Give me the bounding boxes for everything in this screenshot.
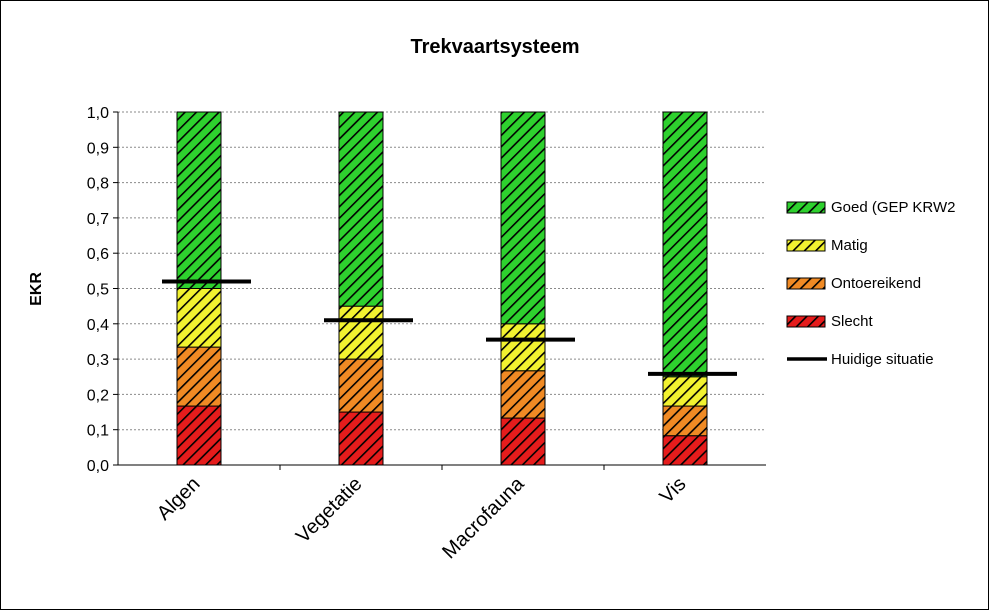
legend-item-ontoereikend: Ontoereikend — [786, 275, 921, 292]
bar-ontoereikend-vis — [662, 405, 708, 437]
bar-matig-vis — [662, 376, 708, 407]
bar-slecht-macrofauna — [500, 417, 546, 466]
y-tick-label: 0,8 — [87, 176, 109, 193]
y-tick-label: 0,6 — [87, 246, 109, 263]
bar-matig-algen — [176, 288, 222, 348]
legend-label: Goed (GEP KRW2 — [831, 199, 956, 216]
y-tick-label: 0,9 — [87, 140, 109, 157]
y-tick-label: 0,2 — [87, 387, 109, 404]
current-situation-markers — [162, 279, 737, 376]
y-tick-label: 0,7 — [87, 211, 109, 228]
legend-item-matig: Matig — [786, 237, 868, 254]
legend-item-slecht: Slecht — [786, 313, 874, 330]
legend-item-goed-gep-krw2: Goed (GEP KRW2 — [786, 199, 956, 216]
y-tick-label: 1,0 — [87, 105, 109, 122]
bar-goed-gep-krw2-algen — [176, 111, 222, 289]
legend-item-huidige-situatie: Huidige situatie — [787, 351, 934, 368]
x-category-label: Macrofauna — [438, 472, 529, 563]
legend-swatch — [786, 315, 826, 328]
legend-swatch — [786, 277, 826, 290]
axes — [113, 111, 766, 470]
x-category-label: Vegetatie — [292, 473, 367, 548]
legend: Goed (GEP KRW2 Matig Ontoereikend Slecht Hui… — [786, 199, 956, 368]
bar-goed-gep-krw2-vis — [662, 111, 708, 378]
legend-swatch — [786, 239, 826, 252]
bar-goed-gep-krw2-macrofauna — [500, 111, 546, 325]
x-axis-categories: Algen Vegetatie Macrofauna Vis — [153, 472, 691, 563]
bar-matig-macrofauna — [500, 323, 546, 372]
chart-title: Trekvaartsysteem — [410, 36, 579, 58]
legend-label: Huidige situatie — [831, 351, 934, 368]
y-tick-label: 0,1 — [87, 423, 109, 440]
bar-matig-vegetatie — [338, 305, 384, 360]
legend-label: Ontoereikend — [831, 275, 921, 292]
bar-slecht-vis — [662, 435, 708, 466]
y-tick-label: 0,5 — [87, 282, 109, 299]
bar-ontoereikend-macrofauna — [500, 370, 546, 419]
y-tick-label: 0,4 — [87, 317, 109, 334]
bar-slecht-vegetatie — [338, 411, 384, 466]
y-tick-label: 0,0 — [87, 458, 109, 475]
legend-swatch — [786, 201, 826, 214]
legend-label: Slecht — [831, 313, 874, 330]
y-axis-ticks: 0,0 0,1 0,2 0,3 0,4 0,5 0,6 0,7 0,8 0,9 1,0 — [87, 105, 109, 475]
x-category-label: Vis — [656, 473, 691, 508]
bar-ontoereikend-vegetatie — [338, 358, 384, 413]
gridlines — [118, 111, 766, 431]
bar-slecht-algen — [176, 405, 222, 466]
y-axis-label: EKR — [28, 272, 45, 306]
legend-label: Matig — [831, 237, 868, 254]
y-tick-label: 0,3 — [87, 352, 109, 369]
x-category-label: Algen — [153, 473, 205, 525]
bars — [176, 111, 708, 466]
bar-goed-gep-krw2-vegetatie — [338, 111, 384, 307]
bar-ontoereikend-algen — [176, 346, 222, 407]
